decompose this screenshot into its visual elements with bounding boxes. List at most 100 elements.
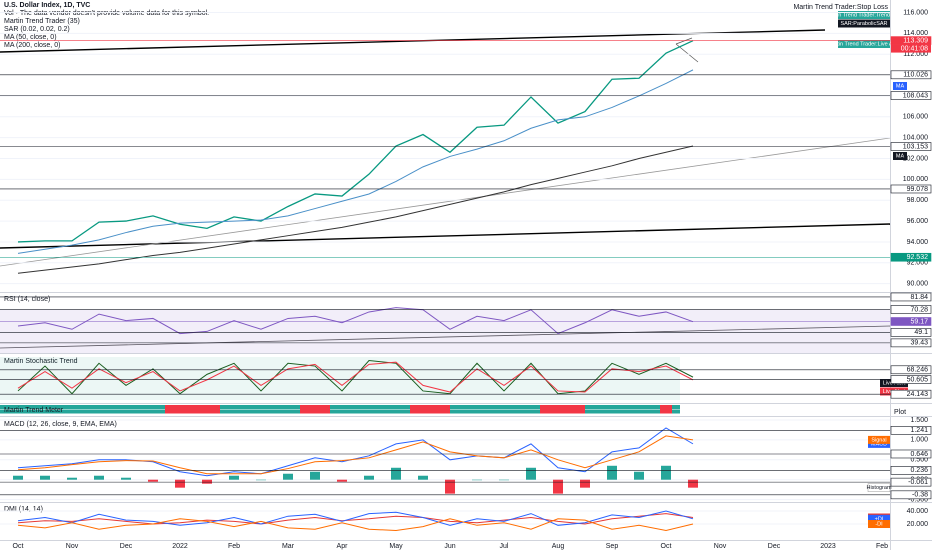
series-name: MACD <box>871 441 887 447</box>
legend-label: SAR:ParabolicSAR <box>840 21 887 27</box>
level-label: 92.532 <box>907 254 929 261</box>
x-tick-label: Apr <box>337 543 349 550</box>
histogram-bar <box>607 465 617 480</box>
level-label: 0.646 <box>910 451 928 458</box>
pane-title: RSI (14, close) <box>4 296 50 303</box>
x-tick-label: 2022 <box>172 543 188 550</box>
level-label: 24.143 <box>907 391 929 398</box>
histogram-bar <box>148 479 158 482</box>
x-tick-label: Dec <box>768 543 781 550</box>
chart-title: U.S. Dollar Index, 1D, TVC <box>4 2 90 9</box>
series-tag <box>868 514 890 523</box>
legend-tag <box>838 40 890 48</box>
histogram-bar <box>418 475 428 480</box>
level-label: -0.061 <box>908 479 928 486</box>
x-tick-label: Feb <box>876 543 888 550</box>
y-tick-label: 104.000 <box>903 135 928 142</box>
x-tick-label: Oct <box>661 543 672 550</box>
meter-segment <box>540 405 585 414</box>
y-tick-label: 114.000 <box>903 30 928 37</box>
meter-segment <box>660 405 672 414</box>
histogram-bar <box>121 477 131 480</box>
level-tag <box>890 365 932 375</box>
y-tick-label: 106.000 <box>903 114 928 121</box>
y-tick-label: 116.000 <box>903 9 928 16</box>
pane-title: DMI (14, 14) <box>4 506 43 513</box>
level-label: 49.1 <box>914 329 928 336</box>
level-tag <box>890 490 932 500</box>
histogram-bar <box>391 467 401 480</box>
level-tag <box>890 70 932 80</box>
series-tag <box>868 520 890 529</box>
x-tick-label: Sep <box>606 543 619 550</box>
trend-meter <box>0 405 680 414</box>
legend-tag <box>838 11 890 19</box>
histogram-bar <box>13 475 23 480</box>
series-line <box>17 510 694 526</box>
histogram-bar <box>310 471 320 480</box>
y-tick-label: 94.000 <box>907 239 929 246</box>
x-tick-label: Oct <box>13 543 24 550</box>
y-tick-label: 40.000 <box>907 508 929 515</box>
histogram-bar <box>688 479 698 488</box>
legend-label: Martin Trend Trader:Stop Loss <box>793 4 888 11</box>
pane-title: Martin Stochastic Trend <box>4 358 78 365</box>
level-tag <box>890 328 932 337</box>
y-tick-label: 102.000 <box>903 155 928 162</box>
level-label: 99.078 <box>907 186 929 193</box>
meter-row <box>0 405 680 409</box>
level-tag <box>890 338 932 348</box>
series-line <box>17 361 694 393</box>
header-line: Vol · The data vendor doesn't provide vo… <box>4 10 209 17</box>
level-label: 59.17 <box>910 318 928 325</box>
level-label: 108.043 <box>903 92 928 99</box>
histogram-bar <box>202 479 212 484</box>
level-tag <box>890 449 932 459</box>
meter-segment <box>410 405 450 414</box>
header-line: MA (200, close, 0) <box>4 42 60 49</box>
histogram-bar <box>553 479 563 494</box>
level-tag <box>890 317 932 326</box>
histogram-bar <box>40 475 50 480</box>
histogram-bar <box>364 475 374 480</box>
ma-label: MA <box>896 83 905 89</box>
level-tag <box>890 426 932 435</box>
level-label: 103.153 <box>903 143 928 150</box>
level-label: 70.28 <box>910 306 928 313</box>
y-tick-label: 20.000 <box>907 521 929 528</box>
series-name: Signal <box>871 437 886 443</box>
x-tick-label: Nov <box>714 543 727 550</box>
x-tick-label: Jun <box>444 543 455 550</box>
pane-title: Martin Trend Meter <box>4 407 64 414</box>
histogram-bar <box>445 479 455 494</box>
histogram-bar <box>661 465 671 480</box>
histogram-bar <box>526 467 536 480</box>
level-tag <box>890 305 932 314</box>
y-tick-label: 96.000 <box>907 218 929 225</box>
histogram-bar <box>337 479 347 482</box>
stoch-zone <box>0 357 680 400</box>
trend-line <box>0 325 891 349</box>
trend-line <box>0 223 891 249</box>
level-label: 0.236 <box>910 467 928 474</box>
series-line <box>17 435 694 475</box>
meter-segment <box>165 405 220 414</box>
series-line <box>17 145 694 274</box>
histogram-bar <box>256 479 266 481</box>
legend-tag <box>838 19 890 28</box>
y-tick-label: 0.500 <box>910 457 928 464</box>
y-tick-label: 90.000 <box>907 281 929 288</box>
y-tick-label: 98.000 <box>907 197 929 204</box>
header-line: Martin Trend Trader (35) <box>4 18 80 25</box>
series-line <box>17 40 694 243</box>
x-tick-label: May <box>389 543 403 550</box>
y-tick-label: -0.500 <box>908 496 928 503</box>
y-tick-label: 100.000 <box>903 176 928 183</box>
histogram-bar <box>580 479 590 488</box>
level-label: 81.84 <box>910 294 928 301</box>
series-line <box>17 69 694 254</box>
series-line <box>17 307 694 335</box>
level-label: 1.241 <box>910 427 928 434</box>
level-label: 50.605 <box>907 376 929 383</box>
